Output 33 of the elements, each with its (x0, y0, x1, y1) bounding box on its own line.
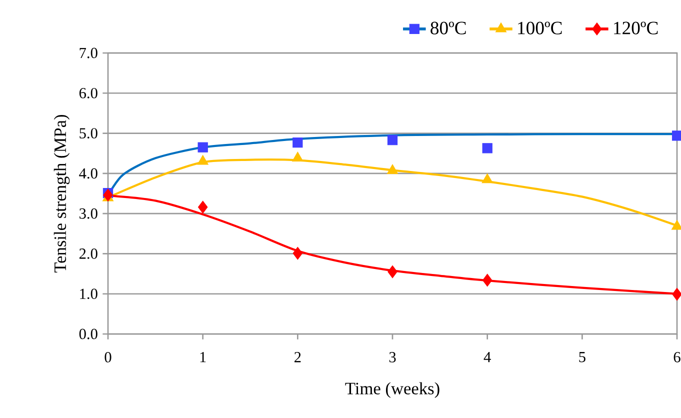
point (198, 200, 208, 214)
x-tick-label: 6 (674, 352, 680, 362)
y-tick-label: 1.0 (80, 288, 98, 300)
point (388, 265, 398, 278)
point (387, 135, 398, 146)
point (482, 274, 492, 287)
y-tick-label: 0.0 (79, 328, 98, 340)
point (482, 143, 492, 154)
point (292, 152, 304, 162)
point (386, 164, 398, 174)
x-axis-title: Time (weeks) (345, 382, 440, 398)
legend-label: 100ºC (518, 22, 562, 34)
x-tick-label: 5 (579, 352, 586, 362)
legend-label: 120ºC (614, 22, 658, 34)
point (292, 137, 303, 148)
point (482, 173, 493, 184)
y-tick-label: 6.0 (79, 88, 98, 98)
x-tick-label: 4 (484, 352, 491, 362)
point (198, 142, 208, 152)
x-tick-label: 0 (104, 352, 112, 362)
point (197, 154, 208, 165)
x-tick-label: 2 (294, 352, 301, 362)
y-tick-label: 7.0 (80, 48, 98, 58)
point (103, 188, 113, 202)
point (292, 246, 303, 260)
y-tick-label: 4.0 (79, 168, 98, 179)
y-tick-label: 3.0 (80, 208, 98, 219)
x-tick-label: 1 (200, 352, 206, 362)
y-tick-label: 2.0 (79, 248, 98, 259)
x-tick-label: 3 (389, 352, 396, 362)
y-tick-label: 5.0 (80, 128, 98, 138)
y-axis-title: Tensile strength (MPa) (54, 114, 70, 272)
legend-label: 80ºC (430, 22, 466, 34)
